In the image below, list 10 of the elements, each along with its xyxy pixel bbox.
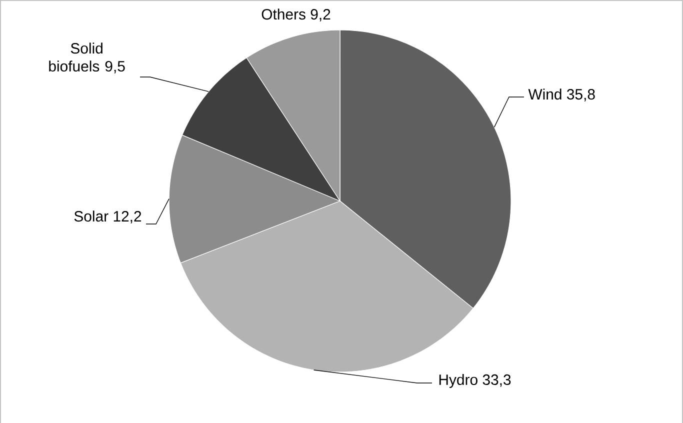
data-label: 9,2 bbox=[310, 8, 330, 22]
slice-label: Solar bbox=[74, 210, 108, 222]
data-label: 33,3 bbox=[482, 374, 511, 387]
slice-label: Hydro bbox=[439, 374, 478, 388]
data-label: 9,5 bbox=[105, 60, 125, 74]
data-label: 35,8 bbox=[566, 88, 595, 102]
slice-label: Wind bbox=[528, 88, 562, 100]
data-label: 12,2 bbox=[114, 210, 142, 224]
slice-label: Others bbox=[262, 8, 306, 20]
slice-label: Solid biofuels bbox=[49, 42, 102, 72]
